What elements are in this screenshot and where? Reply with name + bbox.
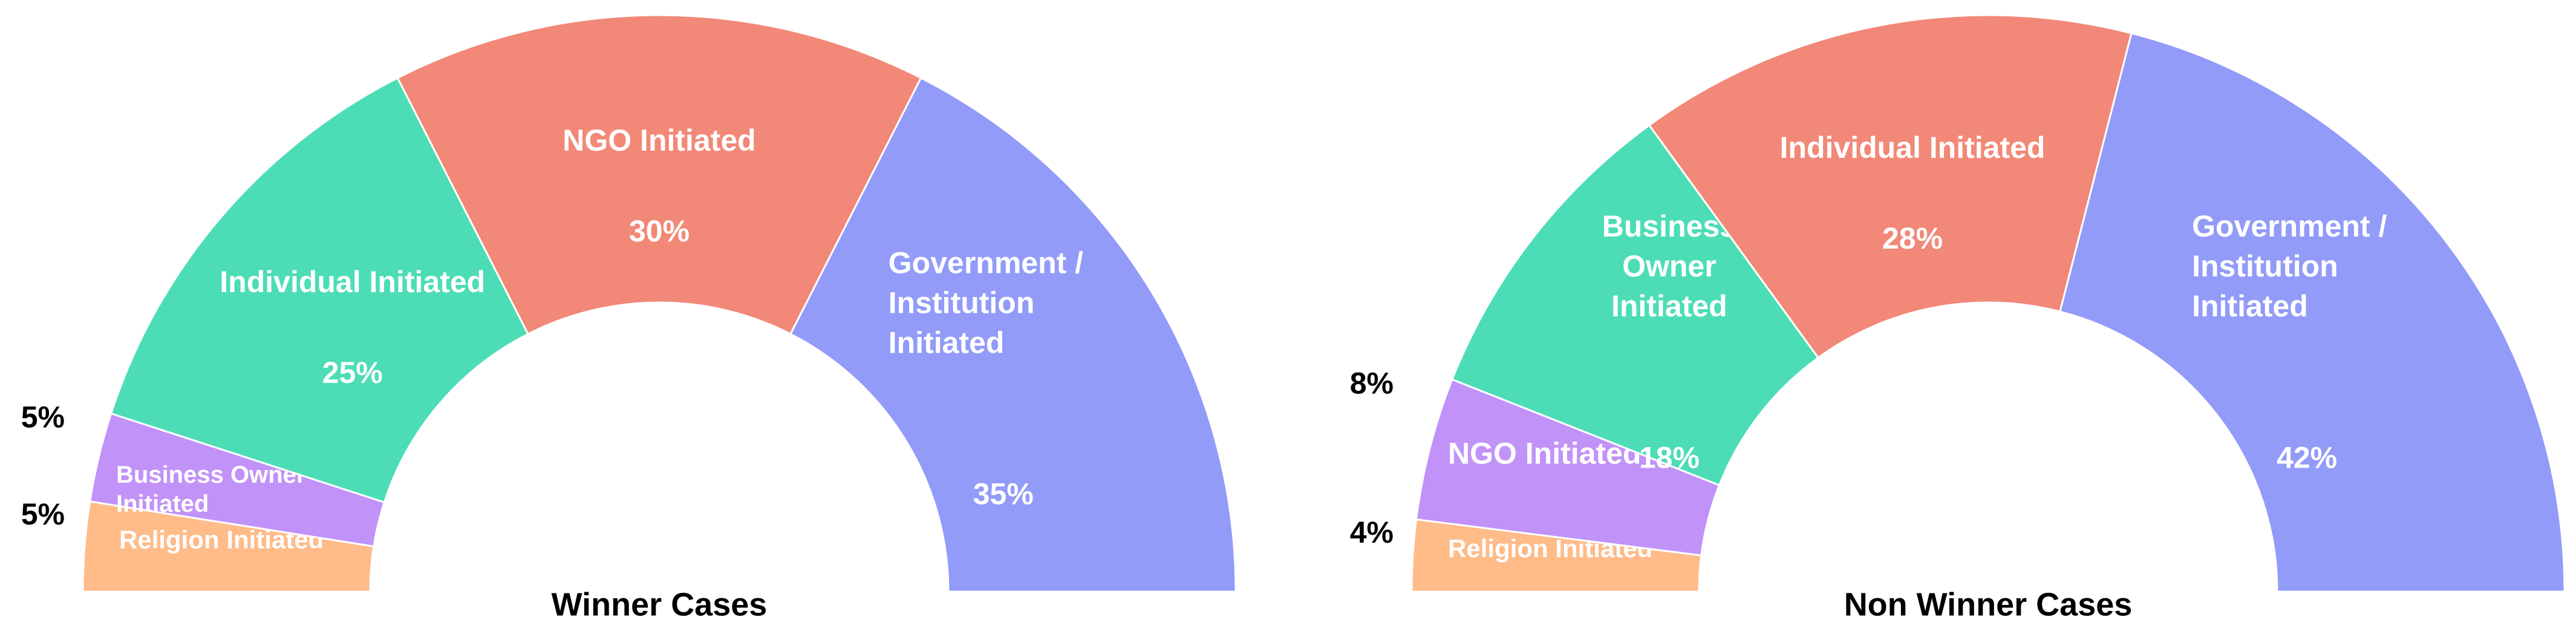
- segment-label: Business Owner Initiated: [116, 462, 305, 517]
- segment: [109, 76, 530, 504]
- segment: [396, 14, 922, 336]
- segment-label: Government / Institution Initiated: [889, 246, 1083, 360]
- percent-label: 25%: [322, 356, 383, 390]
- percent-label: 28%: [1882, 221, 1943, 255]
- chart-title: Non Winner Cases: [1844, 586, 2133, 622]
- segment-label: Individual Initiated: [220, 265, 485, 299]
- segment-label: Business Owner Initiated: [1602, 209, 1736, 323]
- percent-label: 35%: [973, 477, 1034, 511]
- segment-label: NGO Initiated: [562, 123, 755, 157]
- percent-label: 4%: [1350, 515, 1394, 549]
- percent-label: 5%: [21, 497, 65, 531]
- segment-label: Individual Initiated: [1780, 131, 2046, 165]
- percent-label: 30%: [629, 214, 690, 248]
- segment: [789, 76, 1237, 593]
- percent-label: 5%: [21, 400, 65, 434]
- segment: [2059, 32, 2566, 593]
- percent-label: 18%: [1639, 440, 1700, 474]
- percent-label: 8%: [1350, 366, 1394, 400]
- segment: [1450, 123, 1820, 486]
- percent-label: 42%: [2277, 440, 2337, 474]
- segment: [1648, 14, 2133, 359]
- chart-title: Winner Cases: [552, 586, 768, 622]
- segment-label: Government / Institution Initiated: [2192, 209, 2387, 323]
